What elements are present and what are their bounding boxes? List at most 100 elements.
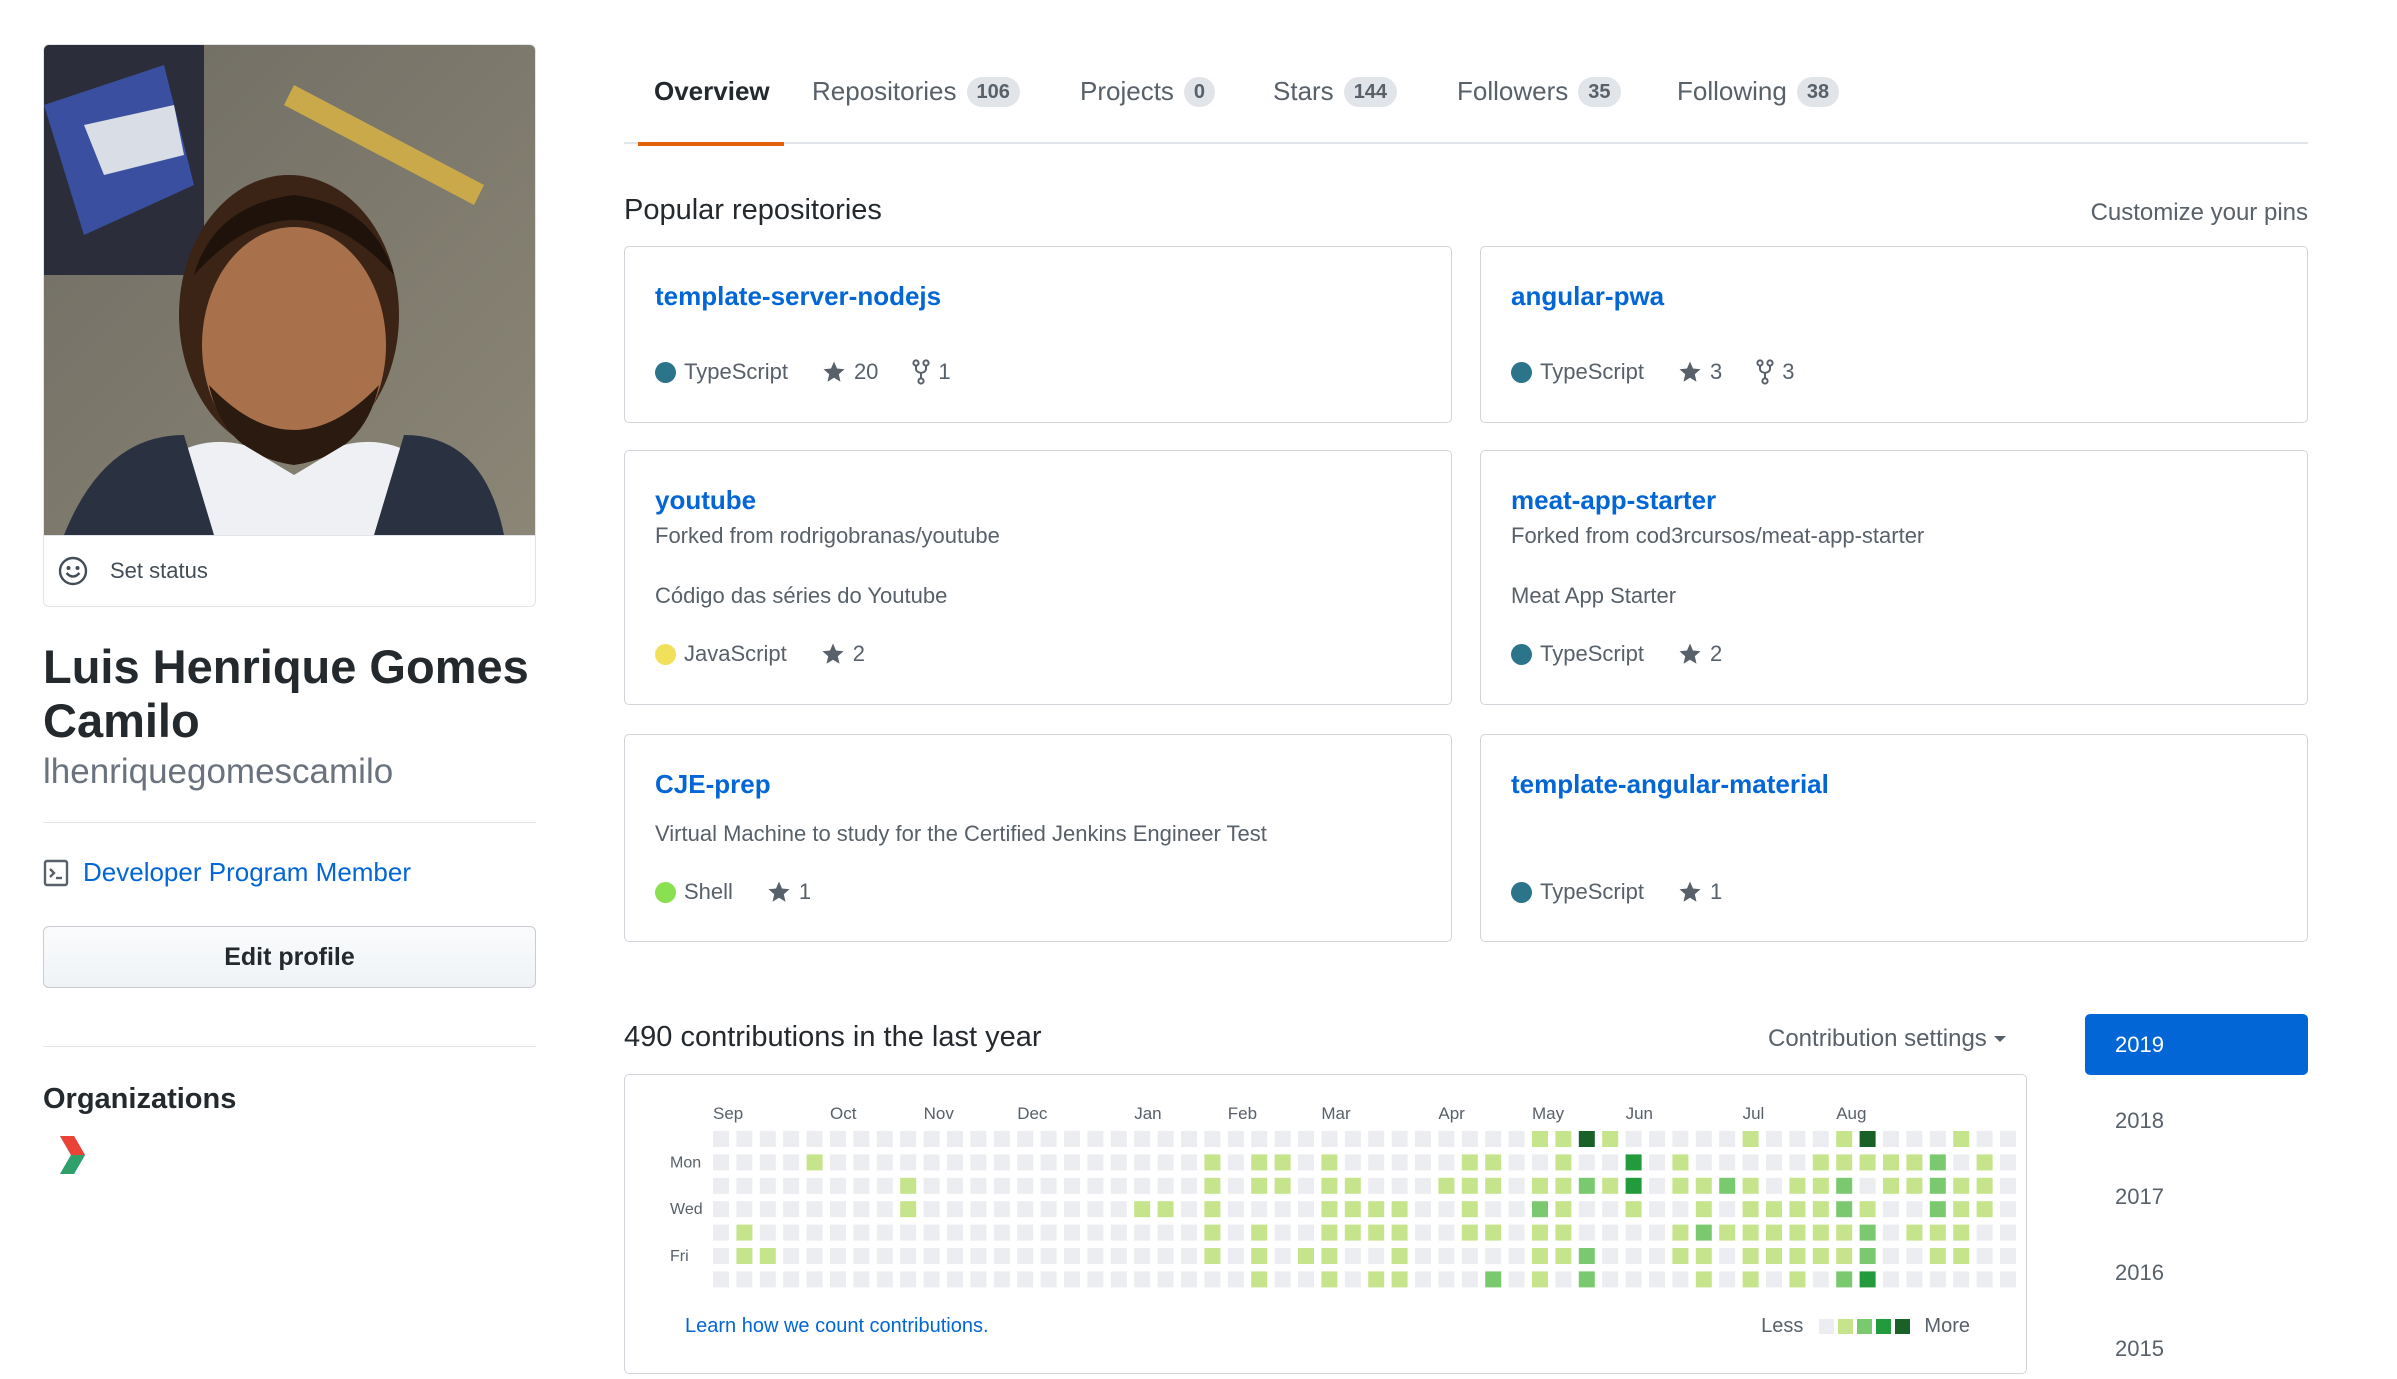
contribution-day[interactable] xyxy=(1251,1131,1268,1147)
contribution-day[interactable] xyxy=(1742,1224,1759,1241)
contribution-day[interactable] xyxy=(1391,1154,1408,1171)
contribution-day[interactable] xyxy=(1415,1201,1431,1218)
contribution-day[interactable] xyxy=(1812,1271,1829,1288)
contribution-day[interactable] xyxy=(1532,1271,1548,1288)
contribution-day[interactable] xyxy=(1602,1271,1619,1288)
contribution-day[interactable] xyxy=(1555,1201,1572,1218)
contribution-day[interactable] xyxy=(736,1201,753,1218)
contribution-day[interactable] xyxy=(1812,1201,1829,1218)
contribution-day[interactable] xyxy=(2000,1201,2016,1218)
contribution-day[interactable] xyxy=(736,1271,753,1288)
contribution-day[interactable] xyxy=(1578,1177,1595,1194)
contribution-day[interactable] xyxy=(1461,1271,1478,1288)
contribution-day[interactable] xyxy=(1438,1131,1455,1147)
contribution-day[interactable] xyxy=(1883,1248,1899,1264)
contribution-day[interactable] xyxy=(1251,1224,1268,1241)
contribution-day[interactable] xyxy=(1695,1177,1712,1194)
contribution-day[interactable] xyxy=(1204,1248,1221,1264)
contribution-day[interactable] xyxy=(876,1154,893,1171)
contribution-day[interactable] xyxy=(1251,1154,1268,1171)
contribution-day[interactable] xyxy=(1555,1271,1572,1288)
contribution-day[interactable] xyxy=(1625,1224,1642,1241)
contribution-day[interactable] xyxy=(1766,1201,1782,1218)
contribution-day[interactable] xyxy=(1134,1224,1151,1241)
contribution-day[interactable] xyxy=(876,1177,893,1194)
contribution-day[interactable] xyxy=(900,1131,917,1147)
contribution-day[interactable] xyxy=(713,1271,729,1288)
contribution-day[interactable] xyxy=(759,1248,776,1264)
contribution-day[interactable] xyxy=(1508,1154,1525,1171)
contribution-day[interactable] xyxy=(1321,1177,1338,1194)
contribution-day[interactable] xyxy=(1040,1271,1057,1288)
repo-link[interactable]: template-angular-material xyxy=(1511,769,1829,799)
contribution-day[interactable] xyxy=(1555,1248,1572,1264)
contribution-day[interactable] xyxy=(2000,1177,2016,1194)
contribution-day[interactable] xyxy=(1953,1177,1970,1194)
contribution-day[interactable] xyxy=(1087,1131,1104,1147)
contribution-day[interactable] xyxy=(1719,1271,1736,1288)
contribution-day[interactable] xyxy=(1368,1201,1385,1218)
contribution-day[interactable] xyxy=(1766,1224,1782,1241)
contribution-day[interactable] xyxy=(923,1224,940,1241)
repo-forks[interactable]: 3 xyxy=(1756,359,1794,385)
contribution-day[interactable] xyxy=(806,1201,823,1218)
contribution-day[interactable] xyxy=(1719,1224,1736,1241)
developer-program-link[interactable]: Developer Program Member xyxy=(83,857,412,887)
contribution-day[interactable] xyxy=(1789,1177,1806,1194)
contribution-day[interactable] xyxy=(1274,1248,1291,1264)
contribution-day[interactable] xyxy=(1695,1201,1712,1218)
contribution-day[interactable] xyxy=(1649,1131,1665,1147)
contribution-day[interactable] xyxy=(1602,1154,1619,1171)
contribution-day[interactable] xyxy=(1649,1248,1665,1264)
contribution-day[interactable] xyxy=(1859,1177,1876,1194)
contribution-day[interactable] xyxy=(1883,1131,1899,1147)
contribution-day[interactable] xyxy=(1344,1271,1361,1288)
contribution-day[interactable] xyxy=(1438,1201,1455,1218)
contribution-day[interactable] xyxy=(1953,1131,1970,1147)
contribution-day[interactable] xyxy=(1274,1271,1291,1288)
contribution-day[interactable] xyxy=(970,1177,987,1194)
contribution-day[interactable] xyxy=(1625,1131,1642,1147)
contribution-day[interactable] xyxy=(1789,1131,1806,1147)
contribution-day[interactable] xyxy=(1485,1271,1502,1288)
set-status-button[interactable]: Set status xyxy=(44,535,535,605)
contribution-day[interactable] xyxy=(876,1201,893,1218)
contribution-day[interactable] xyxy=(970,1271,987,1288)
contribution-day[interactable] xyxy=(1812,1248,1829,1264)
contribution-day[interactable] xyxy=(759,1154,776,1171)
contribution-day[interactable] xyxy=(1321,1154,1338,1171)
contribution-day[interactable] xyxy=(1321,1224,1338,1241)
contribution-day[interactable] xyxy=(1040,1177,1057,1194)
avatar[interactable] xyxy=(44,45,535,535)
contribution-day[interactable] xyxy=(1906,1248,1923,1264)
contribution-day[interactable] xyxy=(1134,1131,1151,1147)
contribution-day[interactable] xyxy=(1929,1224,1946,1241)
contribution-day[interactable] xyxy=(1204,1224,1221,1241)
contribution-day[interactable] xyxy=(830,1154,846,1171)
year-2018-button[interactable]: 2018 xyxy=(2115,1107,2164,1133)
contribution-day[interactable] xyxy=(1485,1201,1502,1218)
contribution-day[interactable] xyxy=(1391,1224,1408,1241)
contribution-day[interactable] xyxy=(1719,1131,1736,1147)
contribution-day[interactable] xyxy=(1251,1201,1268,1218)
contribution-day[interactable] xyxy=(1461,1154,1478,1171)
contribution-day[interactable] xyxy=(1461,1224,1478,1241)
contribution-day[interactable] xyxy=(1321,1201,1338,1218)
contribution-day[interactable] xyxy=(1883,1271,1899,1288)
contribution-day[interactable] xyxy=(1181,1131,1197,1147)
contribution-day[interactable] xyxy=(947,1177,963,1194)
contribution-day[interactable] xyxy=(1695,1271,1712,1288)
contribution-day[interactable] xyxy=(830,1248,846,1264)
contribution-day[interactable] xyxy=(1602,1177,1619,1194)
contribution-day[interactable] xyxy=(1578,1248,1595,1264)
contribution-day[interactable] xyxy=(1040,1154,1057,1171)
contribution-day[interactable] xyxy=(853,1177,870,1194)
contribution-day[interactable] xyxy=(713,1224,729,1241)
contribution-day[interactable] xyxy=(1368,1224,1385,1241)
contribution-day[interactable] xyxy=(1087,1224,1104,1241)
contribution-day[interactable] xyxy=(1204,1154,1221,1171)
contribution-day[interactable] xyxy=(923,1131,940,1147)
contribution-day[interactable] xyxy=(1532,1248,1548,1264)
contribution-day[interactable] xyxy=(1274,1201,1291,1218)
contribution-day[interactable] xyxy=(900,1224,917,1241)
